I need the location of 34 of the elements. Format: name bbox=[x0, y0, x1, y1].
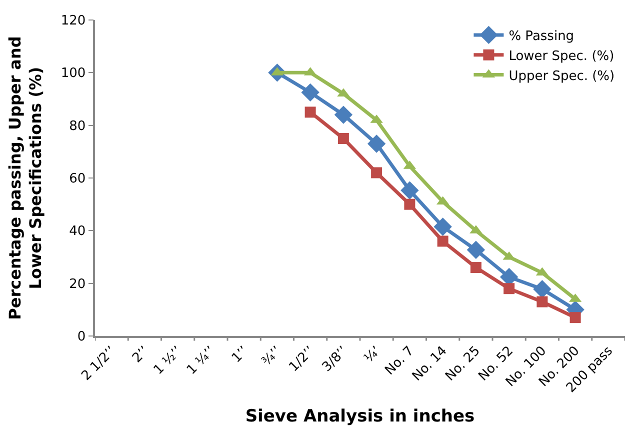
point bbox=[301, 83, 320, 102]
point bbox=[504, 283, 515, 294]
y-tick-label: 20 bbox=[69, 276, 86, 292]
y-tick-label: 0 bbox=[77, 330, 86, 345]
point bbox=[536, 296, 548, 308]
point bbox=[434, 218, 452, 236]
point bbox=[334, 106, 353, 124]
y-axis-title: Percentage passing, Upper and Lower Specifications (%) bbox=[5, 36, 46, 320]
x-tick-label: 1 ½’’ bbox=[151, 344, 186, 378]
point bbox=[437, 236, 448, 247]
point bbox=[466, 240, 486, 259]
y-tick-label: 100 bbox=[60, 66, 86, 82]
y-tick-label: 60 bbox=[69, 172, 86, 187]
x-tick-label: 1 ¼’’ bbox=[184, 344, 218, 378]
x-axis-title: Sieve Analysis in inches bbox=[245, 406, 475, 427]
y-tick-label: 40 bbox=[69, 224, 86, 240]
legend-label: Lower Spec. (%) bbox=[508, 48, 614, 64]
legend-label: Upper Spec. (%) bbox=[508, 68, 615, 84]
point bbox=[367, 134, 386, 153]
x-tick-label: 1’’ bbox=[229, 344, 252, 366]
point bbox=[470, 262, 482, 274]
point bbox=[371, 167, 382, 178]
point bbox=[404, 198, 416, 210]
x-tick-label: 2’’ bbox=[130, 344, 152, 366]
x-tick-label: ¼’ bbox=[362, 344, 384, 366]
point bbox=[533, 280, 552, 298]
x-tick-label: ¾’’ bbox=[259, 344, 285, 370]
point bbox=[338, 133, 349, 144]
point bbox=[304, 106, 316, 118]
y-tick-label: 80 bbox=[69, 118, 86, 134]
point bbox=[570, 312, 581, 324]
point bbox=[400, 181, 419, 200]
legend-label: % Passing bbox=[508, 29, 574, 44]
y-tick-label: 120 bbox=[60, 14, 86, 29]
